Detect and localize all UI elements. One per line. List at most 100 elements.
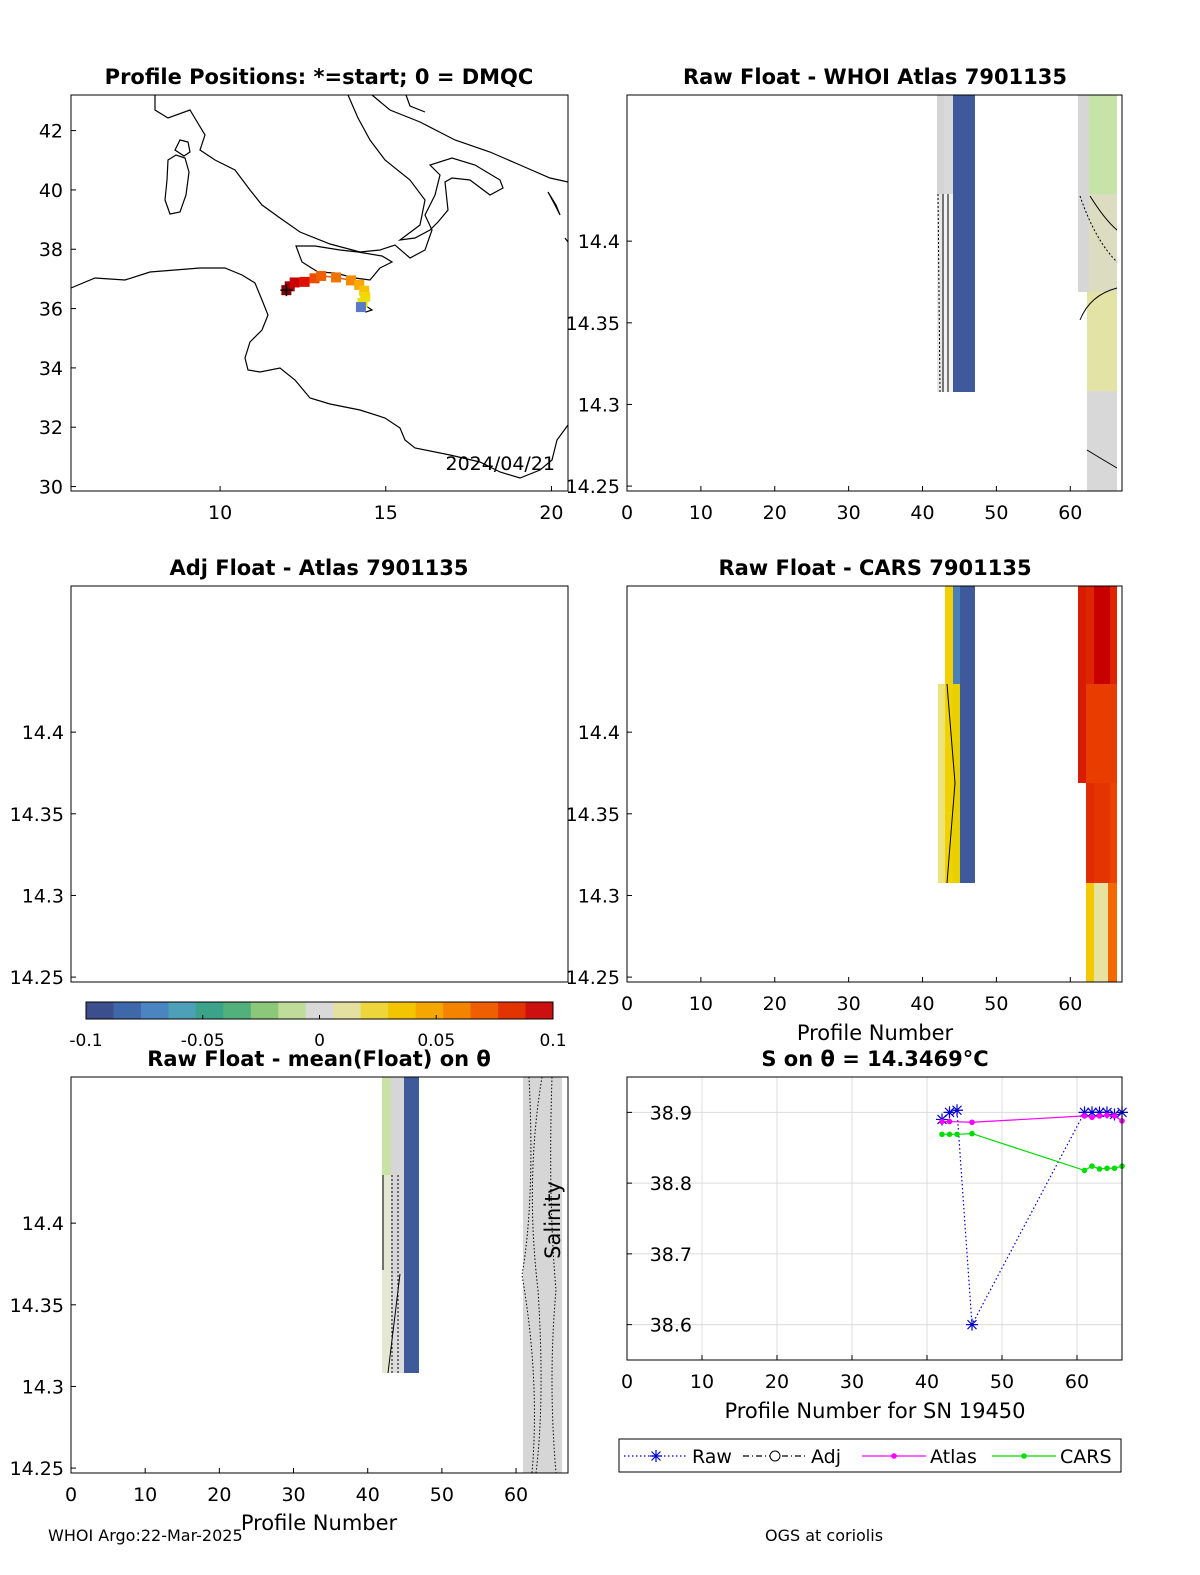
salinity-point-atlas	[969, 1119, 975, 1126]
mean-cell	[404, 1077, 419, 1373]
map-track-point	[316, 270, 327, 281]
map-panel: 2024/04/21 10 15 20 30 32 34 36 38 40 42 Profile…	[39, 65, 569, 524]
salinity-point-raw	[943, 1106, 956, 1119]
colorbar-cell	[86, 1002, 114, 1019]
theta-y-tick-label: 14.25	[10, 1458, 64, 1480]
mean-cell	[382, 1175, 391, 1373]
salinity-ylabel: Salinity	[541, 1181, 565, 1259]
salinity-x-tick-label: 20	[765, 1371, 789, 1393]
cars-cell	[1086, 783, 1094, 883]
profile-x-tick-label: 60	[504, 1484, 528, 1506]
colorbar-cell	[525, 1002, 554, 1019]
salinity-line-cars	[942, 1132, 1123, 1172]
whoi-title: Raw Float - WHOI Atlas 7901135	[683, 65, 1067, 89]
salinity-axes-frame	[626, 1076, 1123, 1361]
colorbar-gradient	[86, 1002, 554, 1019]
mean-title: Raw Float - mean(Float) on θ	[147, 1047, 491, 1071]
cars-cell	[1110, 586, 1117, 684]
salinity-point-cars	[1096, 1166, 1103, 1172]
whoi-cell	[1078, 95, 1089, 292]
cars-cell	[1086, 684, 1117, 783]
map-y-tick-label: 34	[39, 358, 63, 380]
salinity-x-tick-label: 60	[1065, 1371, 1089, 1393]
theta-y-tick-label: 14.4	[578, 231, 620, 253]
mean-contours	[382, 1076, 557, 1474]
salinity-y-tick-label: 38.8	[650, 1173, 692, 1195]
salinity-point-raw	[1093, 1106, 1106, 1119]
colorbar-tick-label: 0	[314, 1031, 325, 1051]
profile-x-tick-label: 20	[207, 1484, 231, 1506]
profile-x-tick-label: 0	[65, 1484, 77, 1506]
cars-y-ticks: 14.25 14.3 14.35 14.4	[566, 722, 632, 989]
colorbar-cell	[333, 1002, 362, 1019]
colorbar-tick-label: -0.1	[69, 1031, 102, 1051]
profile-x-tick-label: 40	[910, 993, 934, 1015]
cars-cell	[960, 586, 975, 883]
colorbar-tick-label: 0.1	[539, 1031, 566, 1051]
profile-x-tick-label: 10	[689, 502, 713, 524]
salinity-point-raw	[951, 1104, 963, 1117]
salinity-point-raw	[1086, 1106, 1098, 1119]
whoi-cell	[1087, 292, 1117, 391]
cars-cell	[1086, 883, 1094, 982]
salinity-point-raw	[966, 1318, 978, 1331]
adj-title: Adj Float - Atlas 7901135	[169, 556, 468, 580]
colorbar-cell	[498, 1002, 527, 1019]
profile-x-tick-label: 20	[763, 502, 787, 524]
salinity-y-ticks: 38.6 38.7 38.8 38.9	[627, 1102, 692, 1337]
theta-y-tick-label: 14.3	[22, 885, 64, 907]
salinity-point-cars	[1081, 1167, 1088, 1174]
whoi-axes-frame	[626, 94, 1123, 492]
whoi-cell	[1087, 391, 1117, 491]
salinity-x-tick-label: 0	[621, 1371, 633, 1393]
profile-x-tick-label: 30	[281, 1484, 305, 1506]
legend-marker-adj	[769, 1450, 781, 1462]
map-track-point	[355, 302, 366, 313]
mean-panel: 14.25 14.3 14.35 14.4 0 10 20 30 40 50 60 Raw Flo…	[10, 1047, 569, 1535]
map-track-point	[289, 277, 300, 288]
salinity-panel: 38.6 38.7 38.8 38.9 0 10 20 30 40 50 60 S on θ = …	[618, 1047, 1128, 1473]
adj-panel: 14.25 14.3 14.35 14.4 Adj Float - Atlas 790…	[10, 556, 569, 989]
map-coastline	[70, 94, 569, 479]
cars-x-ticks: 0 10 20 30 40 50 60	[621, 977, 1082, 1015]
profile-x-tick-label: 50	[984, 502, 1008, 524]
salinity-point-cars	[946, 1131, 953, 1138]
salinity-legend: Raw Adj Atlas CARS	[618, 1438, 1122, 1473]
colorbar-tick-label: 0.05	[417, 1031, 455, 1051]
map-y-tick-label: 40	[39, 180, 63, 202]
salinity-point-atlas	[946, 1118, 953, 1125]
cars-cell	[1078, 586, 1086, 783]
profile-x-tick-label: 30	[837, 993, 861, 1015]
salinity-xlabel: Profile Number for SN 19450	[724, 1399, 1025, 1423]
theta-y-tick-label: 14.4	[22, 722, 64, 744]
cars-xlabel: Profile Number	[797, 1021, 954, 1045]
map-track-point	[309, 273, 320, 284]
map-y-tick-label: 32	[39, 417, 63, 439]
salinity-point-atlas	[1089, 1114, 1095, 1121]
footer-left: WHOI Argo:22-Mar-2025	[48, 1526, 243, 1545]
theta-y-tick-label: 14.35	[566, 313, 620, 335]
colorbar-cell	[415, 1002, 444, 1019]
map-x-ticks: 10 15 20	[208, 486, 564, 524]
salinity-x-tick-label: 40	[915, 1371, 939, 1393]
cars-title: Raw Float - CARS 7901135	[718, 556, 1031, 580]
whoi-cell	[1089, 194, 1117, 292]
cars-cell	[938, 684, 945, 883]
cars-panel: 14.25 14.3 14.35 14.4 0 10 20 30 40 50 60 Raw Flo…	[566, 556, 1123, 1045]
mean-y-ticks: 14.25 14.3 14.35 14.4	[10, 1213, 76, 1480]
map-start-marker	[280, 284, 293, 297]
legend-label-atlas: Atlas	[930, 1446, 977, 1468]
theta-y-tick-label: 14.4	[578, 722, 620, 744]
profile-x-tick-label: 0	[621, 502, 633, 524]
legend-items: Raw Adj Atlas CARS	[624, 1446, 1112, 1468]
cars-cell	[1094, 883, 1108, 982]
whoi-panel: 14.25 14.3 14.35 14.4 0 10 20 30 40 50 60 Raw Flo…	[566, 65, 1123, 524]
theta-y-tick-label: 14.35	[566, 804, 620, 826]
footer-right: OGS at coriolis	[765, 1526, 883, 1545]
theta-y-tick-label: 14.25	[10, 967, 64, 989]
profile-x-tick-label: 50	[984, 993, 1008, 1015]
profile-x-tick-label: 10	[133, 1484, 157, 1506]
cars-axes-frame	[626, 585, 1123, 983]
map-axes-frame	[70, 94, 569, 492]
map-x-tick-label: 10	[208, 502, 232, 524]
